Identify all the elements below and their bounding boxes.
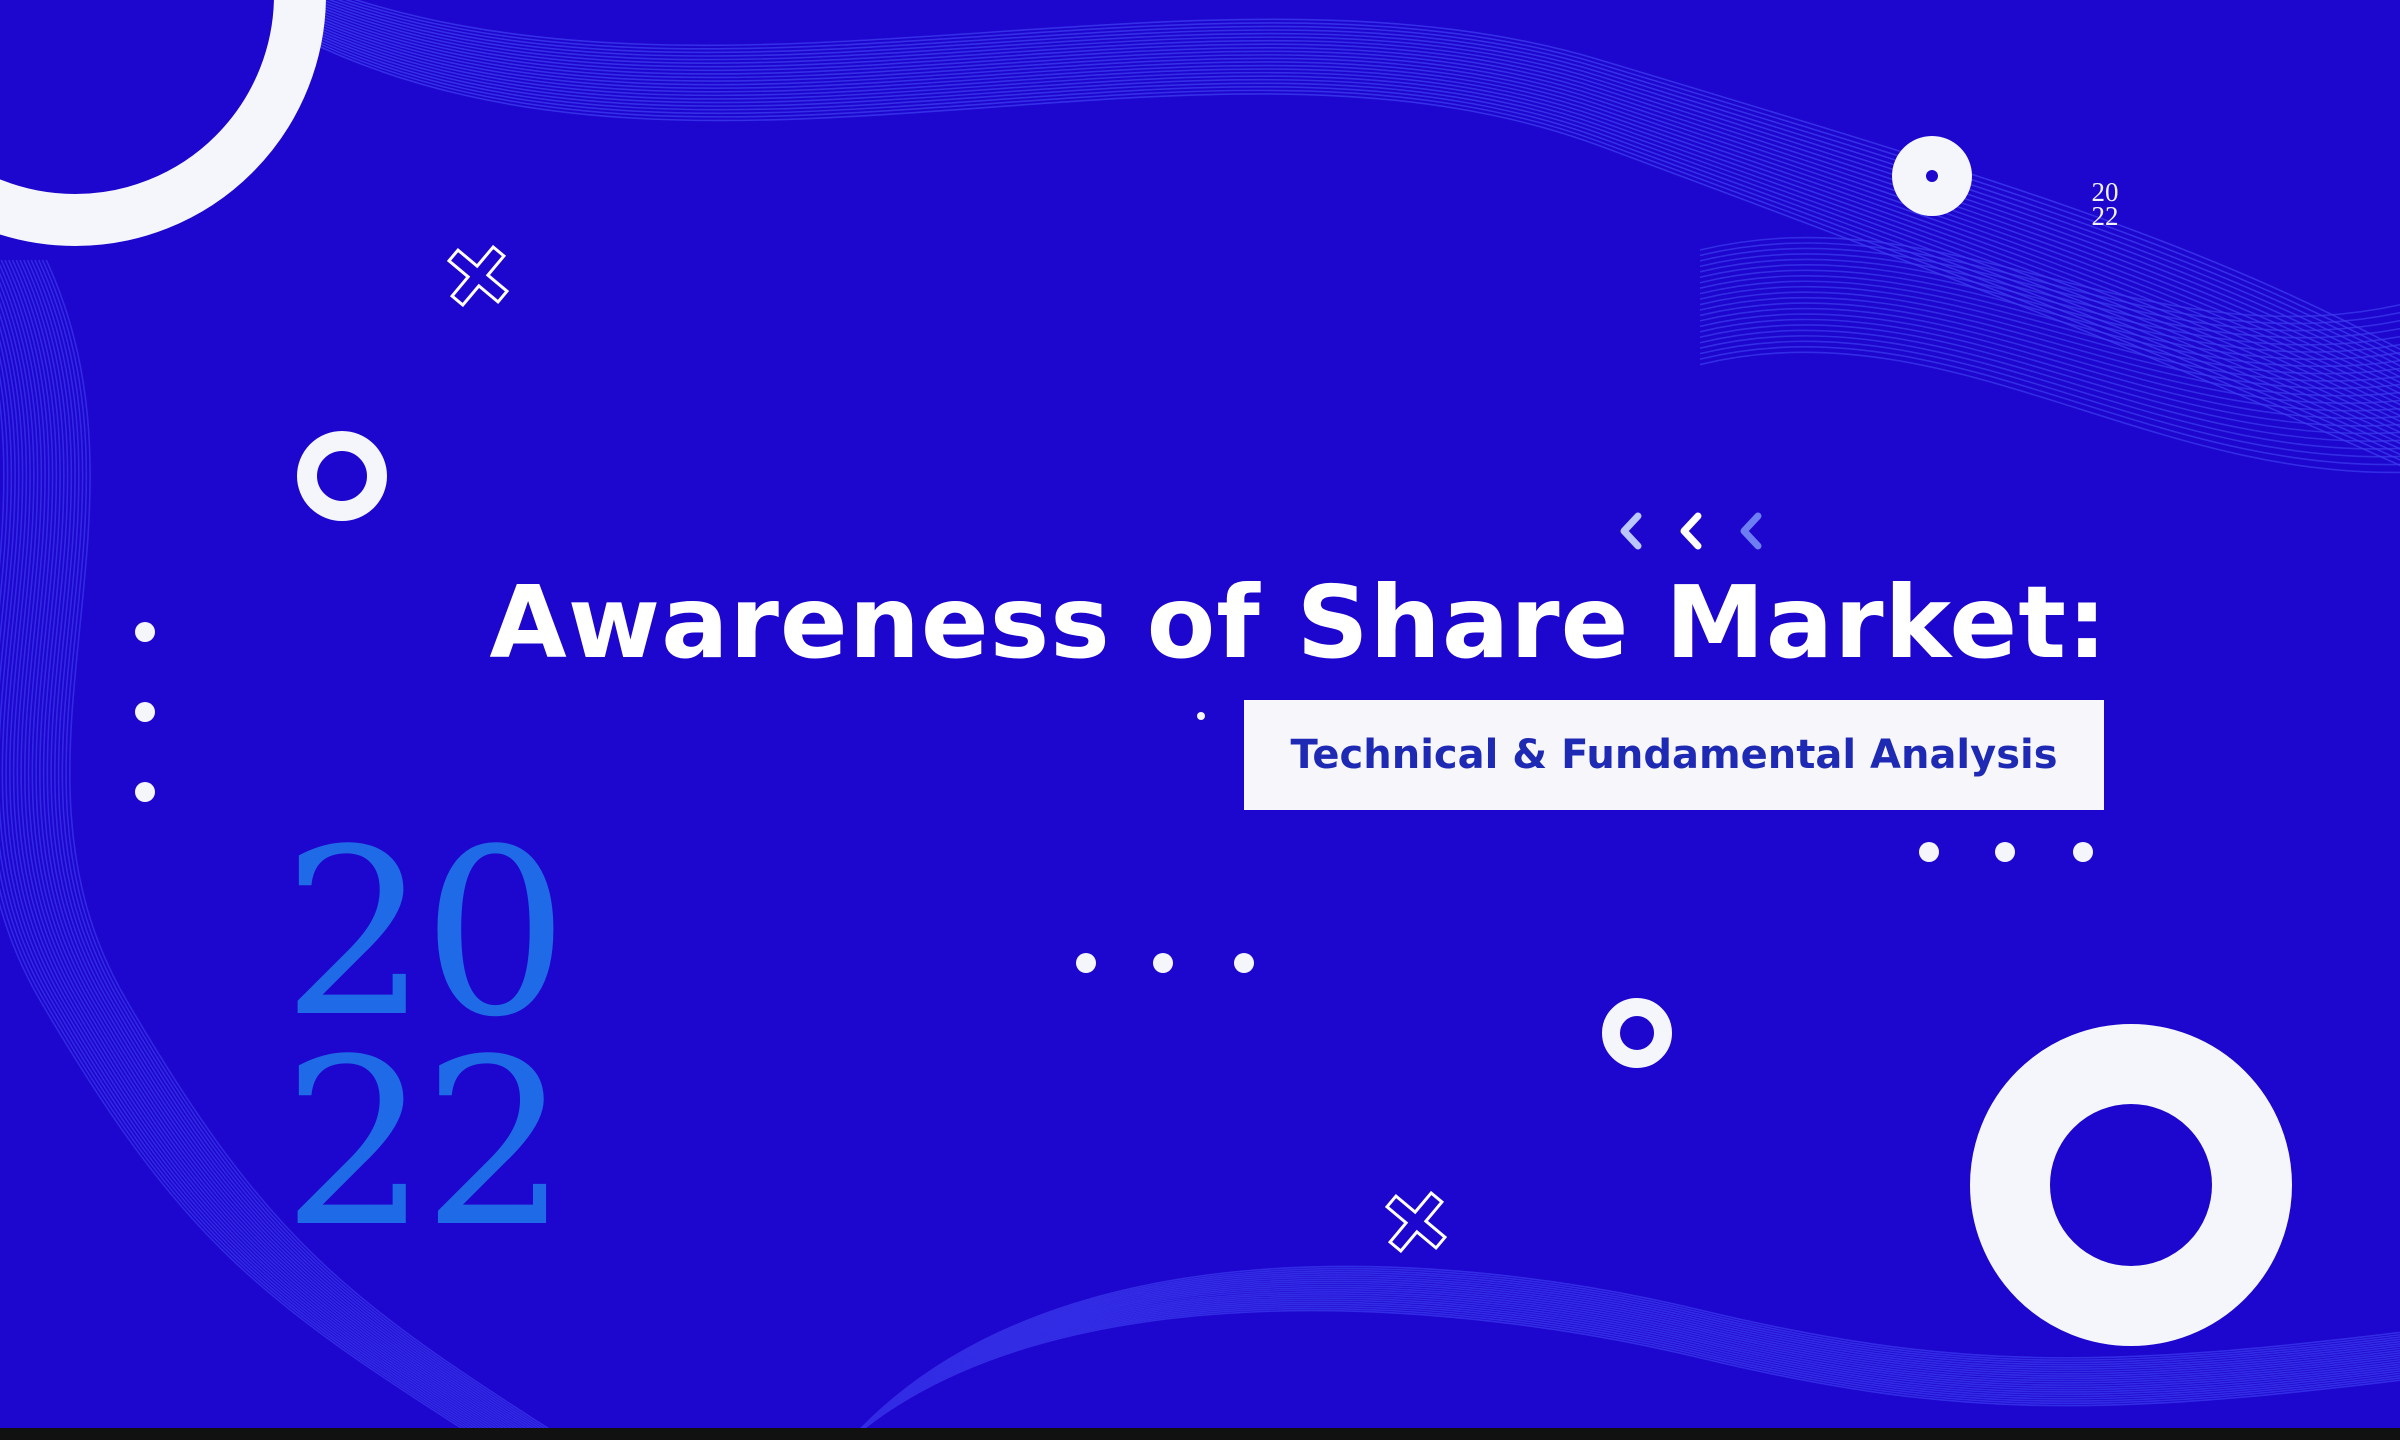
- bottom-bar: [0, 1428, 2400, 1440]
- dot-shape: [1995, 842, 2015, 862]
- dot-shape: [135, 622, 155, 642]
- year-large-line1: 20: [282, 801, 569, 1068]
- cross-icon: [1384, 1190, 1448, 1254]
- dot-shape: [1197, 712, 1205, 720]
- chevron-left-icon: [1620, 512, 1762, 550]
- ring-shape-top-right: [1892, 136, 1972, 216]
- year-small: 20 22: [2080, 177, 2130, 231]
- year-small-line2: 22: [2091, 201, 2119, 231]
- subtitle: Technical & Fundamental Analysis: [1290, 732, 2058, 778]
- cross-icon: [446, 244, 510, 308]
- year-small-line1: 20: [2091, 177, 2119, 207]
- ring-shape-small-left: [297, 431, 387, 521]
- dot-shape: [1234, 953, 1254, 973]
- ring-shape-large-bottom-right: [1970, 1024, 2292, 1346]
- subtitle-box: Technical & Fundamental Analysis: [1244, 700, 2104, 810]
- dot-shape: [135, 702, 155, 722]
- dot-shape: [1153, 953, 1173, 973]
- dot-shape: [1919, 842, 1939, 862]
- dot-shape: [2073, 842, 2093, 862]
- page-title: Awareness of Share Market:: [489, 564, 2108, 681]
- year-large-line2: 22: [282, 1011, 569, 1278]
- ring-shape-small-center: [1602, 998, 1672, 1068]
- ring-shape-top-left: [0, 0, 326, 246]
- dot-shape: [1076, 953, 1096, 973]
- dot-shape: [135, 782, 155, 802]
